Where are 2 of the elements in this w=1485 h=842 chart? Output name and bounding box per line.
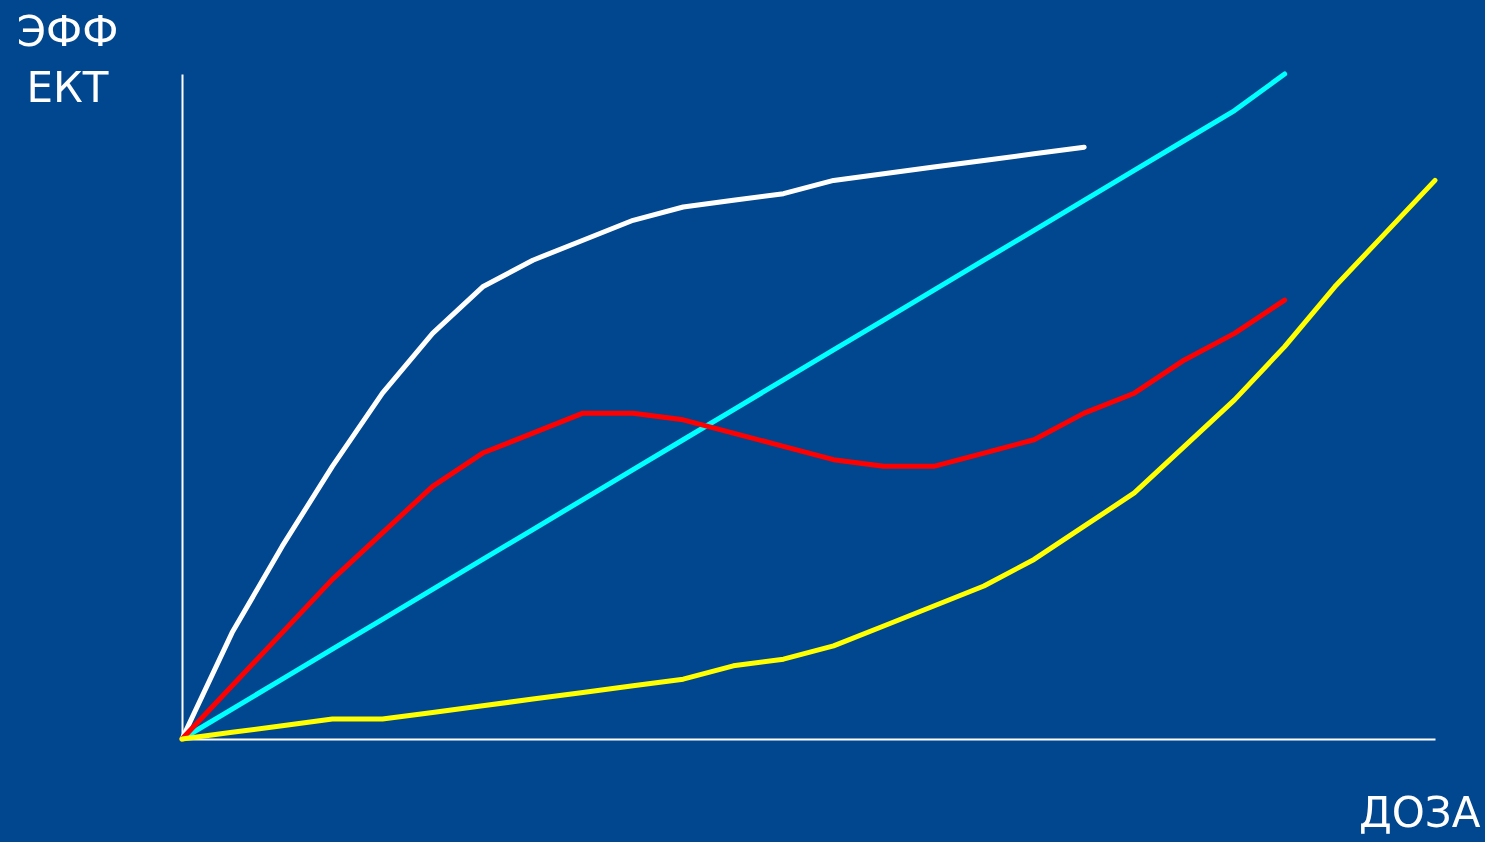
- y-axis-title: ЭФФ ЕКТ: [16, 6, 119, 112]
- x-axis-title: ДОЗА: [1358, 787, 1481, 837]
